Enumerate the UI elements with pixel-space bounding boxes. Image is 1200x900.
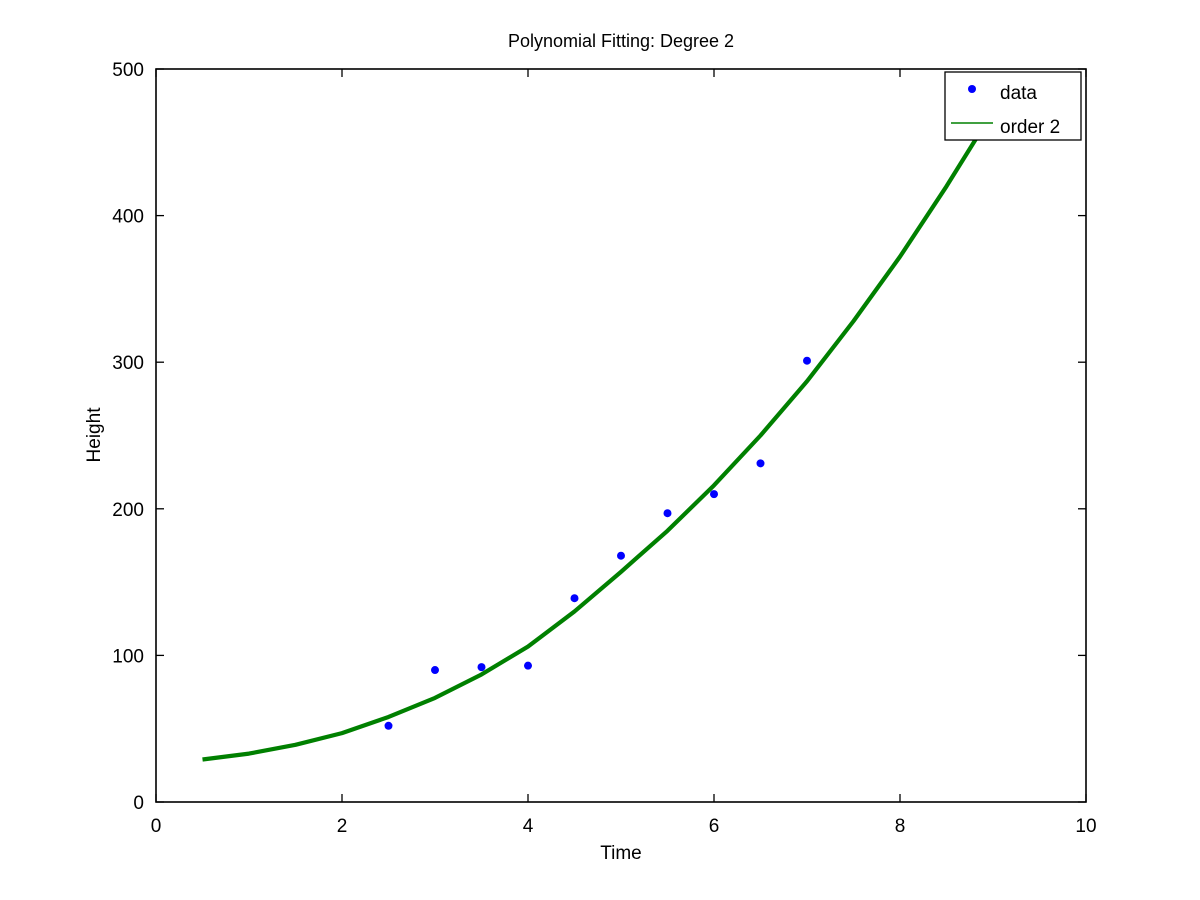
legend-marker-swatch — [968, 85, 976, 93]
data-point — [384, 721, 393, 730]
x-axis-label: Time — [600, 843, 642, 864]
legend-box — [944, 71, 1082, 141]
y-tick-label: 0 — [133, 793, 144, 814]
x-tick-label: 2 — [337, 816, 348, 837]
chart-title: Polynomial Fitting: Degree 2 — [508, 31, 734, 51]
y-axis-label: Height — [84, 407, 105, 463]
data-point — [756, 459, 765, 468]
x-tick-label: 6 — [709, 816, 720, 837]
data-point — [524, 661, 532, 670]
legend-label: order 2 — [1000, 117, 1060, 138]
data-point — [617, 551, 625, 560]
legend: data order 2 — [944, 71, 1082, 141]
plot-area-frame — [155, 68, 1087, 803]
x-tick-label: 0 — [151, 816, 162, 837]
fit-line-order-2 — [202, 79, 1014, 762]
x-tick-label: 10 — [1075, 816, 1096, 837]
x-tick-label: 4 — [523, 816, 534, 837]
data-point — [710, 490, 718, 499]
plot-series — [202, 79, 1014, 762]
data-point — [570, 594, 579, 603]
y-tick-label: 500 — [112, 60, 144, 81]
y-tick-label: 200 — [112, 500, 144, 521]
axis-ticks — [155, 68, 1087, 803]
y-tick-label: 400 — [112, 207, 144, 228]
data-point — [663, 509, 672, 518]
x-tick-label: 8 — [895, 816, 906, 837]
data-point — [431, 666, 439, 675]
data-point — [477, 663, 486, 672]
y-tick-label: 100 — [112, 646, 144, 667]
legend-label: data — [1000, 83, 1037, 104]
data-point — [803, 356, 811, 365]
legend-entries: data order 2 — [951, 83, 1060, 138]
y-tick-label: 300 — [112, 353, 144, 374]
